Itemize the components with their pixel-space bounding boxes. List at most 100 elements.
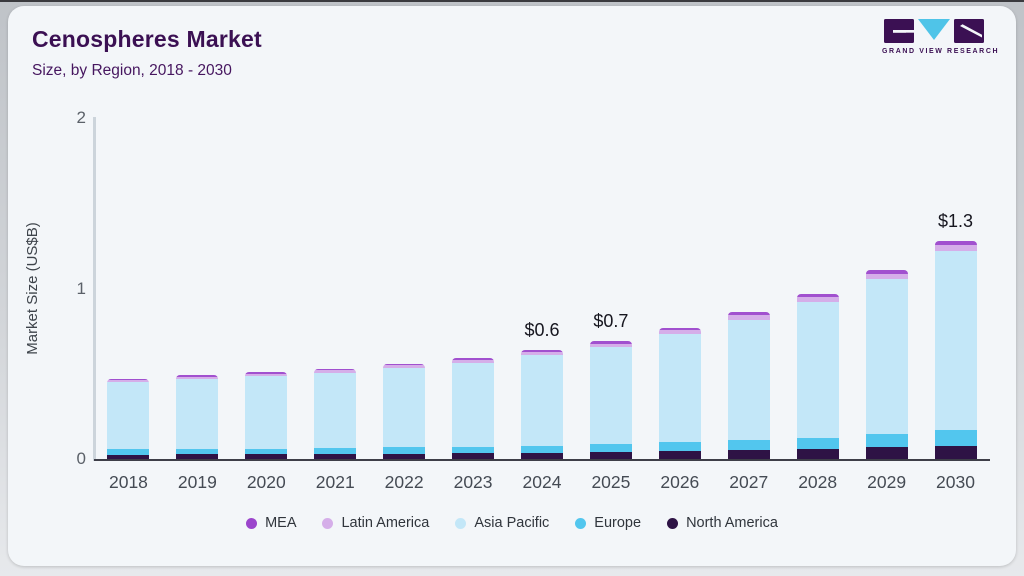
bar-segment-north-america-2021[interactable] bbox=[314, 453, 357, 459]
bar-segment-europe-2021[interactable] bbox=[314, 447, 357, 454]
legend-item-mea[interactable]: MEA bbox=[246, 515, 296, 531]
legend-label: North America bbox=[686, 515, 778, 531]
bar-segment-mea-2018[interactable] bbox=[107, 378, 150, 381]
bar-segment-asia-pacific-2025[interactable] bbox=[589, 347, 632, 445]
bar-segment-asia-pacific-2018[interactable] bbox=[107, 382, 150, 450]
bar-2025[interactable] bbox=[589, 341, 632, 459]
bar-segment-mea-2029[interactable] bbox=[865, 269, 908, 274]
bar-segment-latin-america-2021[interactable] bbox=[314, 370, 357, 373]
bar-segment-north-america-2024[interactable] bbox=[520, 452, 563, 459]
page-title: Cenospheres Market bbox=[32, 26, 262, 52]
bar-2019[interactable] bbox=[176, 375, 219, 459]
bar-segment-north-america-2020[interactable] bbox=[245, 454, 288, 459]
bar-segment-mea-2024[interactable] bbox=[520, 349, 563, 353]
bar-segment-mea-2028[interactable] bbox=[796, 293, 839, 298]
bar-segment-asia-pacific-2027[interactable] bbox=[727, 319, 770, 441]
bar-segment-asia-pacific-2026[interactable] bbox=[658, 334, 701, 443]
bar-segment-north-america-2025[interactable] bbox=[589, 452, 632, 459]
bar-segment-latin-america-2027[interactable] bbox=[727, 315, 770, 320]
bar-segment-asia-pacific-2022[interactable] bbox=[383, 367, 426, 448]
bar-segment-north-america-2018[interactable] bbox=[107, 454, 150, 459]
bar-segment-latin-america-2028[interactable] bbox=[796, 297, 839, 302]
bar-segment-north-america-2023[interactable] bbox=[452, 453, 495, 459]
bar-segment-asia-pacific-2024[interactable] bbox=[520, 355, 563, 446]
bar-segment-mea-2021[interactable] bbox=[314, 368, 357, 371]
bar-segment-north-america-2029[interactable] bbox=[865, 447, 908, 459]
bar-segment-latin-america-2029[interactable] bbox=[865, 273, 908, 279]
bar-segment-north-america-2027[interactable] bbox=[727, 450, 770, 459]
y-axis-line bbox=[93, 117, 96, 461]
bar-2027[interactable] bbox=[727, 312, 770, 459]
bar-group-2021 bbox=[301, 118, 370, 459]
bar-2029[interactable] bbox=[865, 269, 908, 459]
bar-segment-europe-2026[interactable] bbox=[658, 442, 701, 452]
bar-segment-asia-pacific-2030[interactable] bbox=[934, 251, 977, 431]
bar-segment-north-america-2019[interactable] bbox=[176, 454, 219, 459]
bar-segment-latin-america-2030[interactable] bbox=[934, 245, 977, 252]
bar-2018[interactable] bbox=[107, 378, 150, 459]
legend-item-europe[interactable]: Europe bbox=[575, 515, 641, 531]
bar-segment-latin-america-2024[interactable] bbox=[520, 352, 563, 356]
bar-segment-mea-2030[interactable] bbox=[934, 240, 977, 246]
bar-segment-asia-pacific-2021[interactable] bbox=[314, 372, 357, 448]
bar-group-2018 bbox=[94, 118, 163, 459]
bar-segment-asia-pacific-2028[interactable] bbox=[796, 301, 839, 438]
legend-label: Europe bbox=[594, 515, 642, 531]
legend-item-latin-america[interactable]: Latin America bbox=[322, 515, 429, 531]
bar-segment-europe-2019[interactable] bbox=[176, 448, 219, 455]
bar-segment-europe-2028[interactable] bbox=[796, 437, 839, 449]
bar-segment-asia-pacific-2019[interactable] bbox=[176, 379, 219, 449]
bar-segment-mea-2020[interactable] bbox=[245, 372, 288, 374]
bar-2026[interactable] bbox=[658, 327, 701, 459]
bar-segment-latin-america-2022[interactable] bbox=[383, 365, 426, 368]
bar-segment-latin-america-2025[interactable] bbox=[589, 343, 632, 348]
bar-segment-mea-2026[interactable] bbox=[658, 327, 701, 331]
bar-2022[interactable] bbox=[383, 363, 426, 459]
bar-segment-europe-2022[interactable] bbox=[383, 447, 426, 454]
bar-segment-asia-pacific-2020[interactable] bbox=[245, 375, 288, 449]
bar-2030[interactable] bbox=[934, 240, 977, 459]
bar-segment-latin-america-2019[interactable] bbox=[176, 377, 219, 380]
bar-segment-europe-2023[interactable] bbox=[452, 446, 495, 454]
x-label-2018: 2018 bbox=[108, 472, 148, 492]
bar-segment-latin-america-2018[interactable] bbox=[107, 380, 150, 383]
bar-segment-europe-2027[interactable] bbox=[727, 440, 770, 451]
bar-segment-mea-2022[interactable] bbox=[383, 363, 426, 366]
bar-segment-europe-2029[interactable] bbox=[865, 434, 908, 448]
chart-card: Cenospheres Market Size, by Region, 2018… bbox=[8, 6, 1016, 566]
x-label-2030: 2030 bbox=[936, 472, 975, 492]
gvr-logo: GRAND VIEW RESEARCH bbox=[882, 18, 998, 55]
bar-segment-europe-2024[interactable] bbox=[520, 445, 563, 453]
bar-2024[interactable] bbox=[520, 349, 563, 459]
x-label-2025: 2025 bbox=[591, 472, 631, 492]
legend-item-north-america[interactable]: North America bbox=[667, 515, 778, 531]
bar-segment-europe-2020[interactable] bbox=[245, 448, 288, 455]
x-label-2020: 2020 bbox=[246, 472, 286, 492]
bar-2028[interactable] bbox=[796, 293, 839, 459]
bar-segment-latin-america-2020[interactable] bbox=[245, 373, 288, 376]
bar-segment-north-america-2030[interactable] bbox=[934, 445, 977, 459]
bar-segment-north-america-2022[interactable] bbox=[383, 453, 426, 459]
bar-segment-mea-2023[interactable] bbox=[452, 358, 495, 361]
bar-2023[interactable] bbox=[452, 358, 495, 459]
legend-item-asia-pacific[interactable]: Asia Pacific bbox=[455, 515, 549, 531]
bar-segment-mea-2025[interactable] bbox=[589, 341, 632, 344]
legend-dot-europe bbox=[575, 517, 587, 529]
bar-segment-mea-2019[interactable] bbox=[176, 375, 219, 378]
y-axis-title: Market Size (US$B) bbox=[23, 222, 41, 355]
bar-segment-latin-america-2026[interactable] bbox=[658, 330, 701, 335]
bar-2021[interactable] bbox=[314, 368, 357, 459]
bar-segment-asia-pacific-2029[interactable] bbox=[865, 278, 908, 435]
bar-segment-europe-2018[interactable] bbox=[107, 449, 150, 455]
x-label-2026: 2026 bbox=[660, 472, 700, 492]
bar-2020[interactable] bbox=[245, 372, 288, 459]
bar-segment-asia-pacific-2023[interactable] bbox=[452, 363, 495, 447]
value-label-2025: $0.7 bbox=[593, 311, 629, 332]
bar-group-2028 bbox=[783, 118, 852, 459]
bar-segment-europe-2030[interactable] bbox=[934, 430, 977, 446]
bar-segment-europe-2025[interactable] bbox=[589, 444, 632, 453]
bar-segment-mea-2027[interactable] bbox=[727, 312, 770, 316]
bar-segment-north-america-2026[interactable] bbox=[658, 451, 701, 459]
bar-segment-latin-america-2023[interactable] bbox=[452, 360, 495, 364]
bar-segment-north-america-2028[interactable] bbox=[796, 448, 839, 459]
